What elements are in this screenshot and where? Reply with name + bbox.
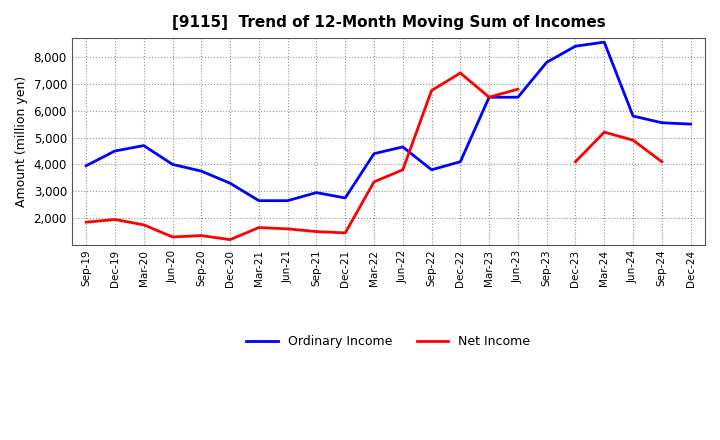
- Ordinary Income: [629, 114, 637, 119]
- Ordinary Income: [197, 169, 206, 174]
- Net Income: [82, 220, 91, 225]
- Ordinary Income: [111, 148, 120, 154]
- Ordinary Income: [312, 190, 321, 195]
- Ordinary Income: [341, 195, 349, 201]
- Y-axis label: Amount (million yen): Amount (million yen): [15, 76, 28, 207]
- Net Income: [197, 233, 206, 238]
- Net Income: [513, 87, 522, 92]
- Line: Ordinary Income: Ordinary Income: [86, 42, 690, 201]
- Net Income: [226, 237, 235, 242]
- Ordinary Income: [82, 163, 91, 169]
- Net Income: [369, 179, 378, 184]
- Net Income: [140, 222, 148, 227]
- Net Income: [168, 235, 177, 240]
- Net Income: [111, 217, 120, 222]
- Ordinary Income: [600, 40, 608, 45]
- Net Income: [341, 230, 349, 235]
- Net Income: [600, 129, 608, 135]
- Ordinary Income: [398, 144, 407, 150]
- Net Income: [427, 88, 436, 93]
- Legend: Ordinary Income, Net Income: Ordinary Income, Net Income: [241, 330, 536, 353]
- Net Income: [398, 167, 407, 172]
- Net Income: [629, 138, 637, 143]
- Net Income: [312, 229, 321, 234]
- Net Income: [485, 95, 493, 100]
- Ordinary Income: [456, 159, 464, 165]
- Ordinary Income: [226, 180, 235, 186]
- Line: Net Income: Net Income: [86, 73, 662, 240]
- Ordinary Income: [369, 151, 378, 156]
- Ordinary Income: [513, 95, 522, 100]
- Ordinary Income: [140, 143, 148, 148]
- Ordinary Income: [542, 60, 551, 65]
- Net Income: [284, 226, 292, 231]
- Ordinary Income: [255, 198, 264, 203]
- Ordinary Income: [571, 44, 580, 49]
- Ordinary Income: [427, 167, 436, 172]
- Title: [9115]  Trend of 12-Month Moving Sum of Incomes: [9115] Trend of 12-Month Moving Sum of I…: [171, 15, 606, 30]
- Ordinary Income: [168, 162, 177, 167]
- Ordinary Income: [686, 121, 695, 127]
- Ordinary Income: [485, 95, 493, 100]
- Net Income: [456, 70, 464, 76]
- Ordinary Income: [657, 120, 666, 125]
- Ordinary Income: [284, 198, 292, 203]
- Net Income: [571, 159, 580, 165]
- Net Income: [657, 159, 666, 165]
- Net Income: [255, 225, 264, 230]
